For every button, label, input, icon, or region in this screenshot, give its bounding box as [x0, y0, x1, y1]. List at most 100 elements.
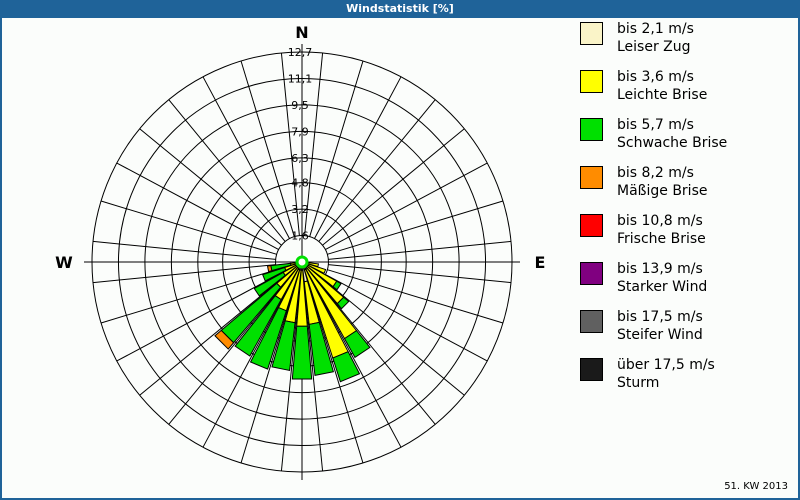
grid-spoke [92, 264, 276, 284]
grid-spoke [327, 269, 504, 324]
petal-segment [234, 294, 282, 357]
grid-spoke [202, 285, 290, 448]
legend-speed-range: bis 2,1 m/s [617, 21, 694, 37]
grid-spoke [325, 162, 488, 250]
grid-spoke [318, 282, 436, 425]
petal-segment [332, 280, 342, 291]
grid-spoke [325, 274, 488, 362]
wind-rose-petals [214, 255, 371, 383]
legend-beaufort-name: Leiser Zug [617, 39, 691, 55]
grid-spoke [309, 60, 364, 237]
petal-segment [266, 265, 273, 273]
radial-tick-label: 11,1 [288, 73, 313, 86]
legend-item: bis 10,8 m/s Frische Brise [580, 212, 795, 257]
legend-item: bis 8,2 m/s Mäßige Brise [580, 164, 795, 209]
legend-color-swatch [580, 118, 603, 141]
grid-spoke [328, 240, 512, 260]
petal-segment [343, 329, 371, 359]
grid-spoke [318, 99, 436, 242]
legend-speed-range: über 17,5 m/s [617, 357, 715, 373]
legend-speed-range: bis 17,5 m/s [617, 309, 703, 325]
legend-color-swatch [580, 310, 603, 333]
petal-segment [261, 266, 287, 282]
legend-color-swatch [580, 262, 603, 285]
grid-spoke [240, 287, 295, 464]
legend: bis 2,1 m/s Leiser Zug bis 3,6 m/s Leichte … [580, 20, 795, 404]
radial-tick-label: 1,6 [291, 230, 309, 243]
legend-label: bis 3,6 m/s Leichte Brise [617, 68, 707, 104]
grid-spoke [304, 52, 324, 236]
radial-tick-label: 3,2 [291, 203, 309, 216]
legend-label: bis 10,8 m/s Frische Brise [617, 212, 706, 248]
legend-beaufort-name: Leichte Brise [617, 87, 708, 103]
grid-spoke [322, 128, 465, 246]
radial-tick-label: 6,3 [291, 152, 309, 165]
petal-segment [271, 320, 296, 372]
period-label: 51. KW 2013 [724, 481, 788, 492]
radial-tick-label: 12,7 [288, 46, 313, 59]
legend-item: bis 13,9 m/s Starker Wind [580, 260, 795, 305]
legend-color-swatch [580, 166, 603, 189]
legend-color-swatch [580, 214, 603, 237]
legend-beaufort-name: Frische Brise [617, 231, 706, 247]
grid-spoke [328, 264, 512, 284]
legend-color-swatch [580, 70, 603, 93]
petal-segment [336, 296, 350, 310]
petal-segment [249, 306, 287, 370]
grid-spoke [304, 288, 324, 472]
legend-speed-range: bis 13,9 m/s [617, 261, 703, 277]
radial-tick-label: 7,9 [291, 125, 309, 138]
legend-label: bis 8,2 m/s Mäßige Brise [617, 164, 707, 200]
petal-segment [308, 321, 335, 376]
legend-beaufort-name: Schwache Brise [617, 135, 728, 151]
window-title-bar: Windstatistik [%] [2, 0, 798, 18]
compass-label-n: N [295, 23, 308, 42]
grid-spoke [240, 60, 295, 237]
grid-spoke [168, 282, 286, 425]
legend-item: bis 5,7 m/s Schwache Brise [580, 116, 795, 161]
legend-item: über 17,5 m/s Sturm [580, 356, 795, 401]
legend-label: bis 17,5 m/s Steifer Wind [617, 308, 703, 344]
axis-labels: 1,6 3,2 4,8 6,3 7,9 9,5 11,1 12,7 N S W E [55, 23, 545, 488]
grid-spoke [314, 285, 402, 448]
grid-spoke [168, 99, 286, 242]
legend-speed-range: bis 8,2 m/s [617, 165, 694, 181]
legend-item: bis 3,6 m/s Leichte Brise [580, 68, 795, 113]
legend-speed-range: bis 5,7 m/s [617, 117, 694, 133]
wind-rose-plot: 1,6 3,2 4,8 6,3 7,9 9,5 11,1 12,7 N S W E [2, 18, 798, 498]
compass-label-w: W [55, 253, 73, 272]
petal-segment [332, 351, 361, 383]
grid-spoke [116, 274, 279, 362]
radial-tick-label: 9,5 [291, 99, 309, 112]
grid-spoke [139, 128, 282, 246]
legend-item: bis 2,1 m/s Leiser Zug [580, 20, 795, 65]
grid-spoke [280, 52, 300, 236]
legend-label: bis 13,9 m/s Starker Wind [617, 260, 707, 296]
wind-rose-svg: 1,6 3,2 4,8 6,3 7,9 9,5 11,1 12,7 N S W E [55, 23, 545, 488]
grid-spoke [139, 278, 282, 396]
legend-color-swatch [580, 22, 603, 45]
legend-beaufort-name: Mäßige Brise [617, 183, 708, 199]
legend-beaufort-name: Steifer Wind [617, 327, 703, 343]
compass-label-s: S [296, 485, 308, 488]
legend-speed-range: bis 3,6 m/s [617, 69, 694, 85]
legend-label: bis 5,7 m/s Schwache Brise [617, 116, 727, 152]
grid-spoke [92, 240, 276, 260]
legend-color-swatch [580, 358, 603, 381]
center-marker [295, 255, 309, 269]
legend-label: bis 2,1 m/s Leiser Zug [617, 20, 694, 56]
legend-beaufort-name: Sturm [617, 375, 660, 391]
legend-label: über 17,5 m/s Sturm [617, 356, 715, 392]
grid-spoke [314, 76, 402, 239]
page-title: Windstatistik [%] [346, 2, 454, 15]
petal-segment [253, 271, 286, 297]
grid-spoke [202, 76, 290, 239]
grid-spoke [116, 162, 279, 250]
radial-tick-label: 4,8 [291, 177, 309, 190]
legend-item: bis 17,5 m/s Steifer Wind [580, 308, 795, 353]
compass-label-e: E [535, 253, 546, 272]
grid-spoke [280, 288, 300, 472]
grid-spoke [327, 200, 504, 255]
grid-spoke [309, 287, 364, 464]
